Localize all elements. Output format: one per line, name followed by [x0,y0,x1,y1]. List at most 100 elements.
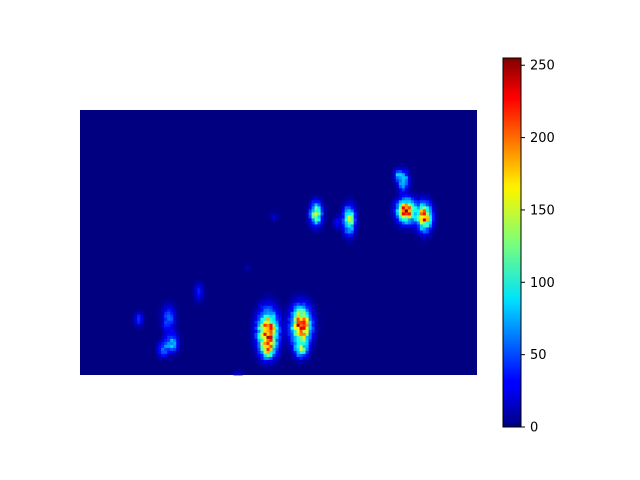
heatmap-cell [404,173,409,177]
heatmap-cell [410,185,415,189]
heatmap-cell [353,230,358,234]
heatmap-cell [308,323,312,328]
heatmap-cell [176,323,180,328]
heatmap-cell [200,296,204,301]
heatmap-cell [158,320,162,325]
heatmap-cell [248,326,252,331]
heatmap-cell [257,311,261,316]
heatmap-cell [173,350,177,355]
heatmap-cell [308,341,312,346]
heatmap-cell [293,326,297,331]
heatmap-cell [257,335,261,340]
heatmap-cell [263,341,267,346]
heatmap-cell [320,221,324,225]
heatmap-cell [356,215,361,219]
heatmap-cell [257,305,261,310]
heatmap-cell [422,227,427,231]
heatmap-cell [173,353,177,358]
heatmap-cell [389,203,394,207]
colorbar [502,57,522,428]
heatmap-cell [341,212,346,216]
heatmap-cell [311,341,315,346]
heatmap-cell [281,323,285,328]
heatmap-cell [410,224,415,228]
heatmap-cell [290,332,294,337]
heatmap-cell [281,326,285,331]
heatmap-cell [299,293,303,298]
heatmap-cell [197,284,201,289]
heatmap-cell [200,299,204,304]
heatmap-cell [200,287,204,292]
heatmap-cell [425,218,430,222]
heatmap-cell [266,311,270,316]
heatmap-cell [407,212,412,216]
heatmap-cell [398,224,403,228]
heatmap-cell [203,296,207,301]
heatmap-cell [263,359,267,364]
heatmap-cell [266,317,270,322]
heatmap-cell [422,221,427,225]
heatmap-cell [170,329,174,334]
heatmap-cell [302,353,306,358]
heatmap-cell [269,317,273,322]
heatmap-cell [272,299,276,304]
heatmap-cell [305,317,309,322]
heatmap-cell [272,296,276,301]
heatmap-cell [275,335,279,340]
heatmap-cell [305,203,309,207]
heatmap-cell [356,206,361,210]
heatmap-cell [302,305,306,310]
heatmap-cell [335,230,339,234]
heatmap-cell [173,302,177,307]
heatmap-cell [251,347,255,352]
heatmap-cell [299,356,303,361]
heatmap-cell [272,344,276,349]
heatmap-cell [302,326,306,331]
heatmap-cell [398,176,403,180]
heatmap-cell [431,224,436,228]
heatmap-cell [272,326,276,331]
heatmap-cell [194,299,198,304]
heatmap-cell [407,170,412,174]
heatmap-cell [305,359,309,364]
heatmap-cell [401,167,406,171]
colorbar-tick-label: 100 [530,276,555,291]
heatmap-cell [434,212,439,216]
heatmap-cell [317,221,321,225]
heatmap-cell [347,209,352,213]
heatmap-cell [317,224,321,228]
heatmap-cell [164,341,168,346]
heatmap-cell [155,350,159,355]
heatmap-cell [410,191,415,195]
heatmap-cell [341,206,346,210]
heatmap-cell [161,338,165,343]
heatmap-cell [266,290,270,295]
heatmap-cell [287,338,291,343]
heatmap-cell [257,314,261,319]
heatmap-cell [344,203,349,207]
heatmap-cell [404,230,409,234]
heatmap-cell [251,329,255,334]
heatmap-cell [200,290,204,295]
heatmap-cell [275,212,279,216]
heatmap-cell [176,335,180,340]
heatmap-cell [407,218,412,222]
heatmap-cell [311,344,315,349]
heatmap-cell [290,353,294,358]
heatmap-cell [278,326,282,331]
heatmap-cell [299,347,303,352]
heatmap-cell [134,320,138,325]
heatmap-cell [257,296,261,301]
heatmap-cell [308,299,312,304]
heatmap-cell [281,350,285,355]
heatmap-cell [167,311,171,316]
heatmap-cell [167,341,171,346]
heatmap-cell [308,215,312,219]
heatmap-cell [296,329,300,334]
heatmap-cell [263,320,267,325]
heatmap-cell [260,365,264,370]
heatmap-cell [305,344,309,349]
heatmap-cell [275,302,279,307]
heatmap-cell [296,308,300,313]
heatmap-cell [275,320,279,325]
